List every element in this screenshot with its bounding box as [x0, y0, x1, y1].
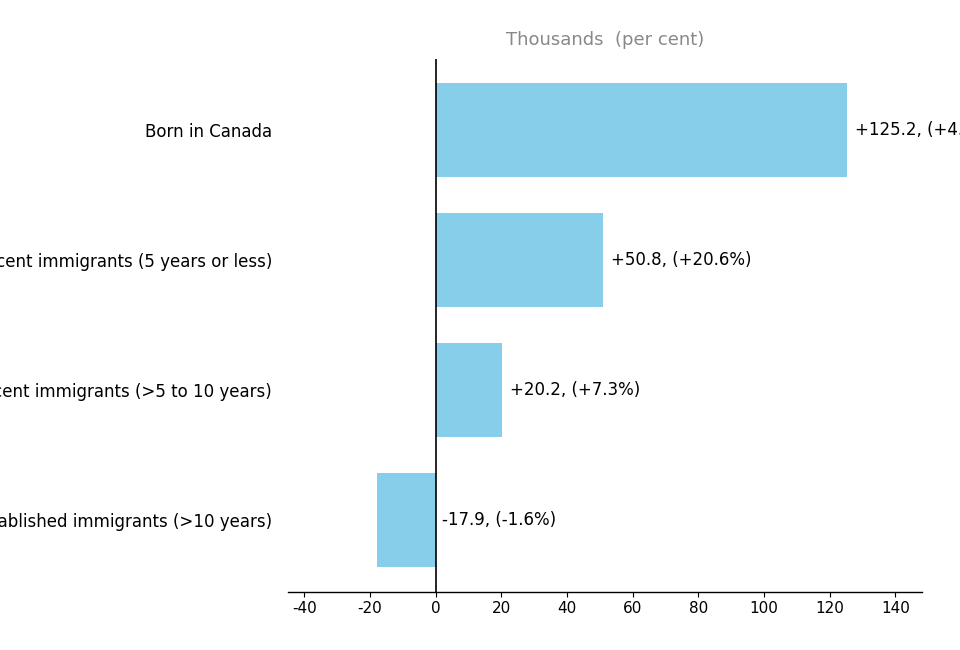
Bar — [436, 213, 603, 307]
Bar — [436, 83, 847, 177]
Text: +125.2, (+4.2%): +125.2, (+4.2%) — [855, 121, 960, 138]
Bar — [436, 343, 502, 437]
Bar — [377, 473, 436, 567]
Text: +50.8, (+20.6%): +50.8, (+20.6%) — [611, 251, 752, 269]
Text: +20.2, (+7.3%): +20.2, (+7.3%) — [511, 381, 640, 399]
Text: -17.9, (-1.6%): -17.9, (-1.6%) — [443, 512, 557, 529]
Title: Thousands  (per cent): Thousands (per cent) — [506, 31, 704, 49]
